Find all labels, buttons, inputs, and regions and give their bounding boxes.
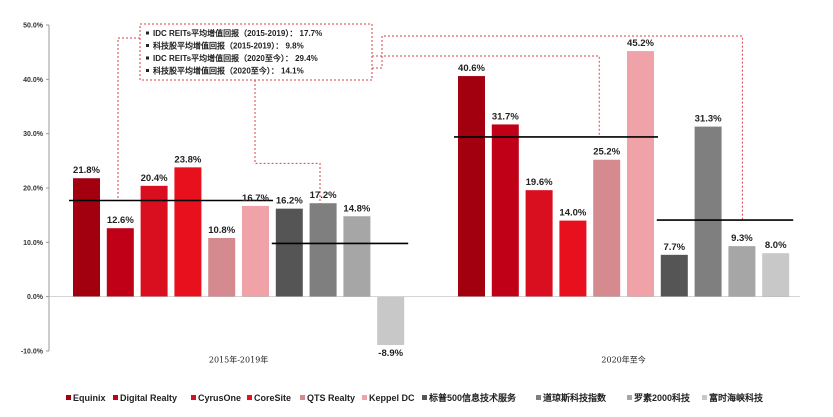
bar xyxy=(106,228,134,297)
y-tick-label: 40.0% xyxy=(23,77,44,84)
legend-label: QTS Realty xyxy=(307,393,355,403)
legend-label: Digital Realty xyxy=(120,393,177,403)
data-labels: 21.8% 12.6% 20.4% 23.8% 10.8% 16.7% 16.2% 17.2%… xyxy=(73,38,787,359)
data-label: -8.9% xyxy=(378,348,403,359)
legend-label: CoreSite xyxy=(254,393,291,403)
legend-swatch xyxy=(536,395,541,400)
y-tick-label: 10.0% xyxy=(23,240,44,247)
bar xyxy=(242,205,269,297)
data-label: 9.3% xyxy=(731,233,753,244)
legend-label: 标普500信息技术服务 xyxy=(428,392,517,403)
bar xyxy=(491,124,519,297)
annotation-frame xyxy=(139,23,373,81)
bar xyxy=(140,185,168,297)
bar xyxy=(343,216,371,297)
category-label: 2015年-2019年 xyxy=(209,355,268,365)
bar xyxy=(377,296,405,346)
category-label: 2020年至今 xyxy=(601,355,645,365)
data-label: 31.3% xyxy=(695,114,722,125)
bar xyxy=(525,190,553,297)
legend-label: 富时海峡科技 xyxy=(709,392,764,403)
data-label: 10.8% xyxy=(208,225,235,236)
annotation-line: IDC REITs平均增值回报（2015-2019）： 17.7% xyxy=(153,28,322,38)
annotation-line: IDC REITs平均增值回报（2020至今）： 29.4% xyxy=(153,53,318,63)
annotation-line: 科技股平均增值回报（2015-2019）： 9.8% xyxy=(153,41,304,51)
bar xyxy=(728,246,756,297)
legend-swatch xyxy=(702,395,707,400)
bar xyxy=(660,254,688,297)
legend-label: 罗素2000科技 xyxy=(634,392,691,403)
data-label: 45.2% xyxy=(627,38,654,49)
data-label: 19.6% xyxy=(526,177,553,188)
y-tick-label: 0.0% xyxy=(27,294,44,301)
bar xyxy=(309,203,337,297)
bar xyxy=(73,178,100,297)
data-label: 14.8% xyxy=(343,203,370,214)
legend-label: Equinix xyxy=(73,393,106,403)
legend-swatch xyxy=(300,395,305,400)
legend-swatch xyxy=(362,395,367,400)
legend-swatch xyxy=(191,395,196,400)
data-label: 17.2% xyxy=(310,190,337,201)
y-tick-label: 20.0% xyxy=(23,186,44,193)
data-label: 40.6% xyxy=(458,63,485,74)
bar xyxy=(694,126,722,297)
data-label: 16.7% xyxy=(242,193,269,204)
y-axis: -10.0% 0.0% 10.0% 20.0% 30.0% 40.0% 50.0% xyxy=(21,23,800,356)
bar xyxy=(593,159,621,297)
annotation-line: 科技股平均增值回报（2020至今）： 14.1% xyxy=(153,66,304,76)
bullet-icon xyxy=(146,69,149,72)
y-tick-label: 50.0% xyxy=(23,23,44,30)
legend-label: 道琼斯科技指数 xyxy=(543,392,607,403)
connector-line xyxy=(372,35,743,221)
average-annotation-box: IDC REITs平均增值回报（2015-2019）： 17.7% 科技股平均增值… xyxy=(139,23,373,81)
legend-swatch xyxy=(422,395,427,400)
legend-swatch xyxy=(66,395,71,400)
data-label: 31.7% xyxy=(492,111,519,122)
category-labels: 2015年-2019年 2020年至今 xyxy=(209,355,646,365)
bullet-icon xyxy=(146,56,149,60)
y-tick-label: 30.0% xyxy=(23,131,44,138)
data-label: 7.7% xyxy=(663,242,685,253)
legend-swatch xyxy=(627,395,632,400)
data-label: 20.4% xyxy=(141,173,168,184)
data-label: 8.0% xyxy=(765,240,787,251)
bar xyxy=(208,237,236,297)
data-label: 25.2% xyxy=(593,147,620,158)
legend-swatch xyxy=(113,395,118,400)
bar xyxy=(559,220,587,297)
data-label: 21.8% xyxy=(73,165,100,176)
data-label: 23.8% xyxy=(174,154,201,165)
legend-label: CyrusOne xyxy=(198,393,241,403)
average-lines xyxy=(69,136,794,245)
legend-swatch xyxy=(247,395,252,400)
connector-line xyxy=(372,55,600,137)
legend: Equinix Digital Realty CyrusOne CoreSite QTS… xyxy=(66,392,764,403)
bar xyxy=(458,76,485,297)
data-label: 12.6% xyxy=(107,215,134,226)
data-label: 16.2% xyxy=(276,196,303,207)
bars xyxy=(73,51,790,346)
bullet-icon xyxy=(146,31,149,35)
data-label: 14.0% xyxy=(559,208,586,219)
bar xyxy=(174,167,202,297)
connector-line xyxy=(117,37,140,201)
y-tick-label: -10.0% xyxy=(21,349,44,356)
bar xyxy=(627,51,654,297)
legend-label: Keppel DC xyxy=(369,393,415,403)
bullet-icon xyxy=(146,44,149,47)
bar xyxy=(275,208,303,297)
bar xyxy=(762,253,790,297)
